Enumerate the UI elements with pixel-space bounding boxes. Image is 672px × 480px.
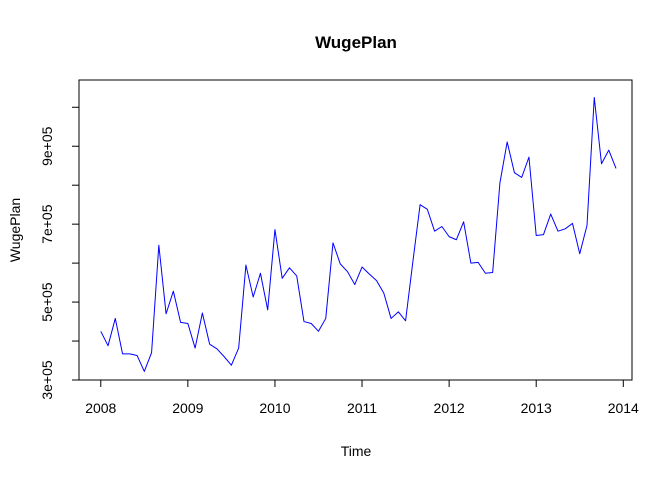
chart-title: WugePlan	[315, 33, 397, 52]
y-tick-label: 7e+05	[39, 204, 55, 244]
series-line	[100, 97, 617, 372]
x-tick-label: 2012	[434, 400, 465, 416]
x-tick-label: 2011	[347, 400, 377, 416]
x-tick-label: 2013	[521, 400, 552, 416]
x-axis: 2008 2009 2010 2011 2012 2013 2014	[85, 379, 639, 416]
x-tick-label: 2009	[172, 400, 203, 416]
y-tick-label: 3e+05	[39, 360, 55, 400]
y-tick-label: 9e+05	[39, 126, 55, 166]
y-tick-label: 5e+05	[39, 282, 55, 322]
y-axis-title: WugePlan	[7, 198, 23, 262]
x-tick-label: 2010	[259, 400, 290, 416]
x-tick-label: 2014	[608, 400, 639, 416]
x-axis-title: Time	[341, 443, 372, 459]
plot-frame	[78, 79, 633, 381]
y-axis: 3e+05 5e+05 7e+05 9e+05	[39, 106, 80, 400]
x-tick-label: 2008	[85, 400, 116, 416]
series-layer	[100, 97, 617, 372]
